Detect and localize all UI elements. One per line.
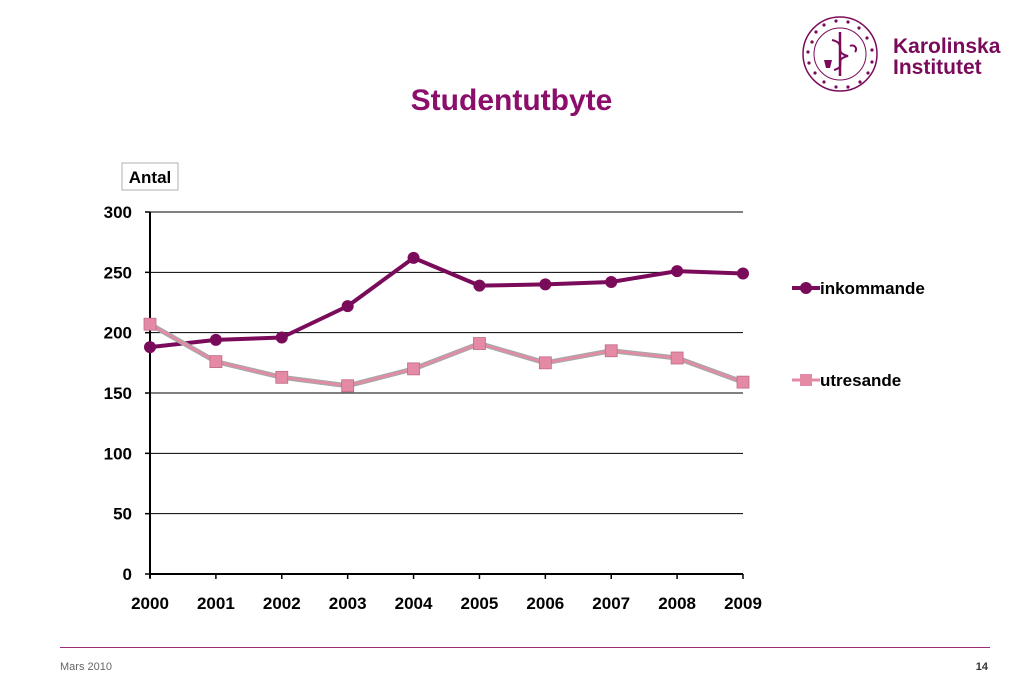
data-point-utresande (604, 344, 618, 358)
y-axis-label: Antal (129, 168, 172, 187)
karolinska-logo: Karolinska Institutet (798, 14, 1008, 94)
data-point-inkommande (144, 341, 156, 354)
y-axis-label-box: Antal (121, 162, 179, 191)
data-point-utresande (670, 351, 684, 365)
legend-marker-utresande (800, 374, 812, 386)
data-point-inkommande (473, 279, 486, 292)
y-tick-label: 250 (104, 263, 132, 282)
x-tick-label: 2000 (131, 594, 169, 613)
data-point-inkommande (275, 331, 288, 344)
data-point-utresande (538, 356, 552, 370)
data-point-inkommande (737, 267, 749, 280)
y-tick-label: 150 (104, 384, 132, 403)
data-point-inkommande (671, 265, 684, 278)
line-chart: Antal 0 50 100 150 200 250 300 2000 2001 2002 200… (104, 162, 925, 613)
y-tick-label: 200 (104, 324, 132, 343)
legend-marker-inkommande (800, 282, 812, 294)
y-tick-label: 300 (104, 203, 132, 222)
data-point-utresande (736, 375, 750, 389)
x-tick-label: 2007 (592, 594, 630, 613)
x-tick-label: 2005 (461, 594, 499, 613)
series-line-inkommande (149, 255, 744, 350)
y-tick-label: 50 (113, 505, 132, 524)
data-point-utresande (407, 362, 420, 376)
legend-label-utresande: utresande (820, 371, 901, 390)
data-point-utresande (275, 370, 289, 384)
data-point-utresande (209, 355, 223, 369)
data-point-inkommande (209, 333, 222, 346)
logo-wordmark: Karolinska Institutet (893, 35, 1001, 79)
y-tick-label: 100 (104, 444, 132, 463)
footer-date: Mars 2010 (60, 661, 112, 673)
x-tick-label: 2008 (658, 594, 696, 613)
x-tick-label: 2001 (197, 594, 235, 613)
footer-divider (60, 647, 990, 648)
data-point-inkommande (407, 251, 420, 264)
data-point-utresande (473, 337, 486, 350)
x-tick-label: 2009 (724, 594, 762, 613)
data-point-inkommande (539, 278, 552, 291)
ki-seal-icon (802, 16, 878, 92)
data-point-inkommande (341, 300, 354, 313)
x-tick-label: 2003 (329, 594, 367, 613)
y-tick-label: 0 (123, 565, 132, 584)
series-line-utresande (149, 323, 744, 388)
data-point-utresande (341, 379, 355, 393)
legend-label-inkommande: inkommande (820, 279, 925, 298)
slide-title: Studentutbyte (410, 84, 613, 117)
x-tick-label: 2002 (263, 594, 301, 613)
data-point-inkommande (605, 275, 618, 288)
x-tick-label: 2006 (526, 594, 564, 613)
x-tick-label: 2004 (395, 594, 433, 613)
data-point-utresande (143, 317, 157, 331)
page-number: 14 (975, 661, 988, 673)
